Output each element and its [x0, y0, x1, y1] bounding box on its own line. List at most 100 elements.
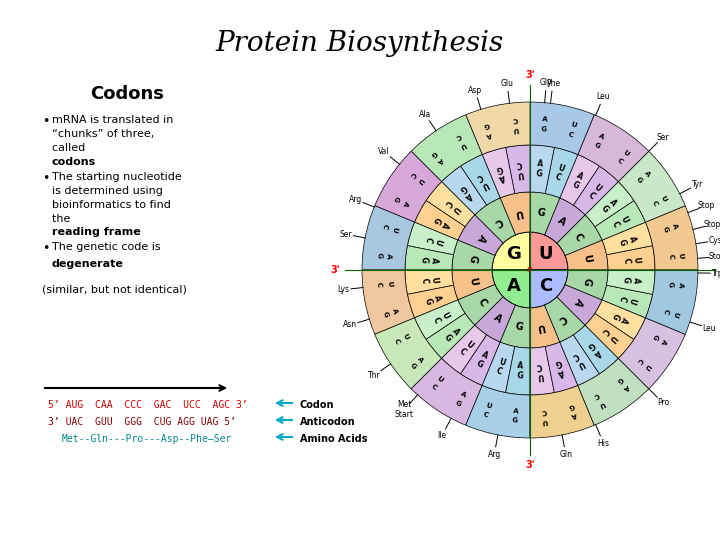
Wedge shape	[482, 342, 515, 393]
Text: degenerate: degenerate	[52, 259, 124, 269]
Text: reading frame: reading frame	[52, 227, 140, 237]
Text: A: A	[513, 408, 519, 414]
Wedge shape	[585, 181, 634, 227]
Wedge shape	[362, 270, 415, 334]
Wedge shape	[461, 335, 500, 386]
Text: 3': 3'	[525, 70, 535, 80]
Text: U: U	[436, 375, 444, 383]
Text: U: U	[386, 281, 392, 287]
Wedge shape	[578, 359, 649, 425]
Text: U: U	[467, 276, 479, 286]
Wedge shape	[602, 285, 652, 318]
Text: C: C	[557, 312, 568, 325]
Text: C: C	[541, 408, 546, 414]
Text: C: C	[610, 220, 621, 229]
Text: Gln: Gln	[559, 450, 572, 459]
Text: C: C	[482, 411, 490, 418]
Text: C: C	[616, 157, 624, 165]
Text: U: U	[678, 252, 684, 258]
Text: U: U	[536, 321, 546, 333]
Text: U: U	[514, 207, 523, 219]
Text: Leu: Leu	[597, 92, 611, 102]
Text: U: U	[433, 238, 443, 246]
Text: U: U	[660, 195, 667, 202]
Text: C: C	[554, 173, 562, 183]
Wedge shape	[411, 359, 482, 425]
Text: 3’ UAC  GUU  GGG  CUG AGG UAG 5’: 3’ UAC GUU GGG CUG AGG UAG 5’	[48, 417, 236, 427]
Text: U: U	[581, 254, 593, 264]
Text: A: A	[618, 315, 629, 325]
Wedge shape	[560, 154, 600, 205]
Text: 5': 5'	[527, 267, 533, 273]
Text: C: C	[430, 383, 438, 391]
Text: A: A	[643, 170, 651, 178]
Text: U: U	[485, 402, 492, 409]
Text: C: C	[572, 232, 585, 244]
Text: C: C	[667, 253, 674, 259]
Text: Codon: Codon	[300, 400, 335, 410]
Text: Gly: Gly	[540, 78, 553, 87]
Text: Glu: Glu	[500, 79, 513, 88]
Text: G: G	[419, 256, 429, 263]
Text: C: C	[513, 116, 518, 123]
Text: C: C	[516, 159, 523, 169]
Text: 3': 3'	[330, 265, 340, 275]
Wedge shape	[375, 151, 441, 222]
Text: U: U	[607, 332, 618, 343]
Wedge shape	[461, 154, 500, 205]
Text: A: A	[572, 296, 585, 308]
Text: U: U	[464, 339, 474, 350]
Text: G: G	[541, 126, 547, 132]
Text: G: G	[554, 357, 562, 368]
Text: G: G	[457, 182, 468, 193]
Text: G: G	[610, 310, 621, 320]
Text: C: C	[662, 308, 669, 314]
Wedge shape	[492, 232, 530, 270]
Text: U: U	[391, 225, 398, 233]
Text: A: A	[598, 132, 606, 140]
Text: G: G	[662, 225, 669, 233]
Text: Tyr: Tyr	[692, 180, 703, 189]
Text: C: C	[621, 257, 631, 264]
Wedge shape	[595, 300, 646, 340]
Text: C: C	[568, 131, 575, 138]
Text: 3': 3'	[525, 460, 535, 470]
Wedge shape	[458, 285, 503, 325]
Wedge shape	[475, 198, 516, 243]
Wedge shape	[466, 386, 530, 438]
Wedge shape	[466, 102, 530, 154]
Text: U: U	[480, 179, 490, 190]
Text: Met
Start: Met Start	[395, 400, 414, 420]
Text: G: G	[409, 362, 417, 370]
Text: G: G	[512, 417, 518, 424]
Text: A: A	[417, 356, 425, 364]
Text: C: C	[617, 294, 627, 302]
Text: C: C	[492, 215, 503, 228]
Text: C: C	[409, 170, 417, 178]
Wedge shape	[482, 147, 515, 198]
Text: Anticodon: Anticodon	[300, 417, 356, 427]
Text: G: G	[581, 276, 593, 286]
Text: Ser: Ser	[339, 230, 352, 239]
Text: A: A	[429, 257, 438, 264]
Text: A: A	[464, 190, 474, 201]
Text: A: A	[439, 220, 450, 229]
Text: Leu: Leu	[702, 323, 716, 333]
Wedge shape	[375, 318, 441, 389]
Text: U: U	[439, 310, 450, 320]
Text: G: G	[621, 276, 631, 283]
Text: C: C	[593, 391, 600, 399]
Text: U: U	[593, 182, 603, 193]
Text: G: G	[617, 238, 628, 246]
Text: G: G	[586, 339, 596, 350]
Text: C: C	[636, 356, 644, 363]
Wedge shape	[530, 192, 560, 235]
Wedge shape	[405, 246, 454, 270]
Wedge shape	[441, 325, 487, 374]
Text: A: A	[660, 338, 667, 345]
Text: U: U	[626, 296, 637, 305]
Text: Codons: Codons	[90, 85, 164, 103]
Text: C: C	[475, 171, 485, 181]
Text: Pro: Pro	[657, 399, 669, 408]
Text: A: A	[557, 215, 568, 228]
